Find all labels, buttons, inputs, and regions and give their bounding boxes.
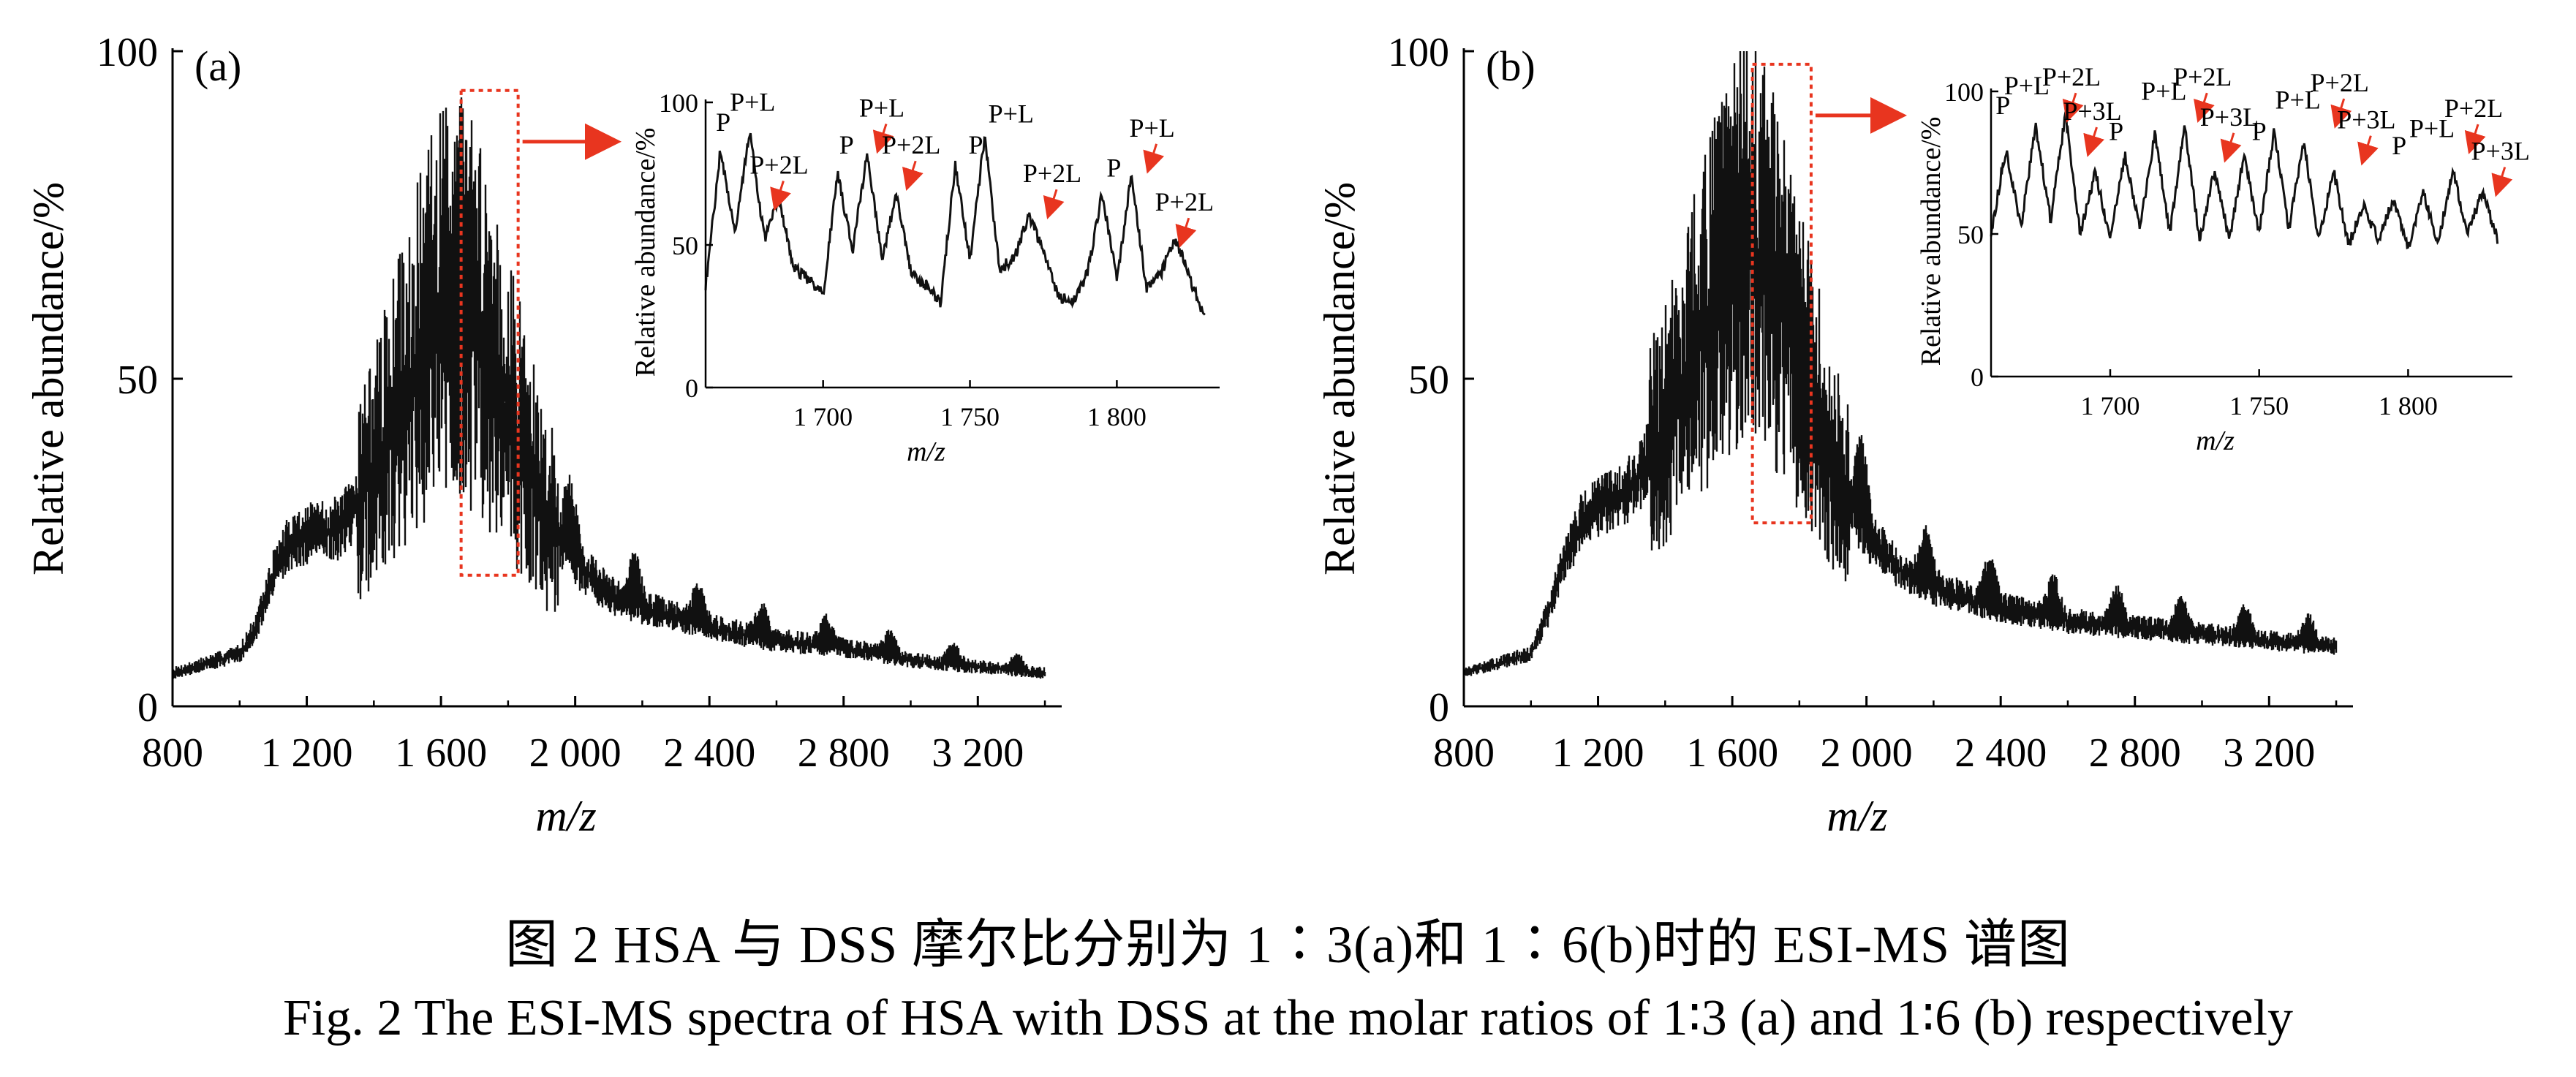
x-tick-label: 3 200 bbox=[2223, 730, 2315, 776]
peak-label: P+2L bbox=[1155, 187, 1214, 216]
y-tick-label: 0 bbox=[1429, 685, 1449, 730]
peak-label: P+L bbox=[2409, 113, 2455, 143]
peak-label: P+3L bbox=[2337, 105, 2395, 135]
panel-label: (a) bbox=[194, 42, 241, 90]
x-tick-label: 2 000 bbox=[529, 730, 622, 776]
x-tick-label: 2 800 bbox=[2089, 730, 2181, 776]
y-tick-label: 50 bbox=[1408, 358, 1449, 403]
peak-arrow bbox=[1143, 143, 1165, 174]
peak-label: P+2L bbox=[2173, 62, 2232, 91]
peak-arrow bbox=[1043, 189, 1065, 220]
peak-arrow bbox=[1175, 217, 1197, 249]
inset-b: 0 50 100 1 700 1 750 1 800 m/z Relative abundan… bbox=[1916, 62, 2530, 456]
peak-arrow bbox=[2194, 92, 2215, 124]
inset-x-tick-label: 1 700 bbox=[793, 402, 853, 431]
peak-arrow bbox=[902, 160, 923, 192]
x-tick-label: 800 bbox=[1433, 730, 1495, 776]
peak-label: P+L bbox=[2275, 85, 2320, 114]
inset-y-axis-title: Relative abundance/% bbox=[1916, 117, 1946, 366]
peak-label: P bbox=[839, 130, 854, 159]
peak-arrow bbox=[770, 181, 791, 211]
x-tick-label: 2 400 bbox=[1954, 730, 2047, 776]
inset-x-axis-title: m/z bbox=[907, 437, 945, 467]
peak-arrow bbox=[2464, 124, 2486, 154]
peak-arrow bbox=[2330, 98, 2352, 129]
peak-label: P bbox=[2109, 116, 2123, 146]
x-tick-label: 1 200 bbox=[1552, 730, 1644, 776]
peak-arrow bbox=[2062, 92, 2084, 124]
inset-y-tick-label: 50 bbox=[672, 231, 698, 260]
x-tick-label: 2 000 bbox=[1821, 730, 1913, 776]
peak-label: P+2L bbox=[2311, 68, 2369, 97]
x-tick-label: 2 400 bbox=[663, 730, 755, 776]
inset-y-tick-label: 50 bbox=[1957, 220, 1984, 249]
peak-label: P+L bbox=[730, 88, 775, 117]
inset-y-tick-label: 100 bbox=[1944, 78, 1984, 107]
peak-arrow bbox=[2491, 167, 2513, 197]
zoom-box bbox=[1750, 62, 1813, 525]
inset-y-tick-label: 0 bbox=[685, 374, 698, 403]
panel-label: (b) bbox=[1486, 42, 1536, 90]
x-tick-label: 800 bbox=[142, 730, 203, 776]
y-tick-label: 100 bbox=[1388, 30, 1449, 75]
y-axis-title: Relative abundance/% bbox=[1315, 182, 1364, 575]
peak-label: P+2L bbox=[2042, 62, 2101, 91]
spectrum-trace-b bbox=[1462, 51, 2338, 676]
peak-arrow bbox=[2220, 132, 2242, 163]
inset-y-axis-title: Relative abundance/% bbox=[630, 128, 661, 377]
peak-label: P+3L bbox=[2471, 137, 2530, 166]
inset-x-tick-label: 1 800 bbox=[2379, 391, 2438, 420]
peak-label: P+L bbox=[2004, 71, 2050, 100]
x-tick-label: 3 200 bbox=[932, 730, 1024, 776]
peak-arrow bbox=[2083, 126, 2104, 157]
peak-label: P+L bbox=[2141, 77, 2186, 106]
peak-label: P+L bbox=[1129, 113, 1174, 143]
zoom-box bbox=[459, 88, 520, 577]
inset-x-axis-title: m/z bbox=[2196, 426, 2235, 456]
x-tick-label: 1 600 bbox=[1686, 730, 1778, 776]
peak-label: P bbox=[1106, 153, 1121, 182]
inset-a: 0 50 100 1 700 1 750 1 800 m/z Relative abundan… bbox=[630, 88, 1220, 467]
x-axis-title: m/z bbox=[535, 792, 596, 840]
inset-trace bbox=[1990, 110, 2499, 250]
x-tick-label: 1 600 bbox=[395, 730, 487, 776]
peak-label: P+2L bbox=[749, 151, 808, 180]
peak-label: P bbox=[1995, 91, 2010, 120]
peak-label: P+3L bbox=[2200, 102, 2259, 132]
peak-label: P bbox=[969, 130, 983, 159]
x-tick-label: 1 200 bbox=[261, 730, 353, 776]
inset-y-tick-label: 100 bbox=[659, 88, 698, 118]
peak-label: P+L bbox=[989, 99, 1034, 128]
peak-arrow bbox=[872, 124, 894, 154]
panel-b-chart: 0 50 100 800 1 200 1 600 2 000 2 400 2 800 3 200 m… bbox=[1315, 30, 2530, 840]
y-tick-label: 100 bbox=[97, 30, 158, 75]
peak-label: P+2L bbox=[1023, 159, 1081, 188]
peak-label: P+2L bbox=[882, 130, 940, 159]
inset-x-tick-label: 1 700 bbox=[2080, 391, 2139, 420]
inset-y-tick-label: 0 bbox=[1971, 363, 1984, 392]
x-axis-title: m/z bbox=[1827, 792, 1887, 840]
inset-x-tick-label: 1 750 bbox=[2229, 391, 2289, 420]
peak-arrow bbox=[2357, 135, 2379, 166]
y-tick-label: 0 bbox=[137, 685, 158, 730]
x-tick-label: 2 800 bbox=[798, 730, 890, 776]
peak-label: P+3L bbox=[2063, 97, 2121, 126]
y-axis-title: Relative abundance/% bbox=[24, 182, 72, 575]
y-tick-label: 50 bbox=[117, 358, 158, 403]
caption-english: Fig. 2 The ESI-MS spectra of HSA with DS… bbox=[282, 990, 2294, 1046]
peak-label: P+L bbox=[859, 94, 904, 123]
peak-label: P bbox=[2392, 131, 2406, 160]
inset-x-tick-label: 1 750 bbox=[940, 402, 1000, 431]
caption-chinese: 图 2 HSA 与 DSS 摩尔比分别为 1∶3(a)和 1∶6(b)时的 ES… bbox=[505, 915, 2071, 974]
peak-label: P bbox=[2252, 116, 2267, 146]
panel-a-chart: 0 50 100 800 1 200 1 600 2 000 2 400 2 800 3 200 m… bbox=[24, 30, 1220, 840]
peak-label: P+2L bbox=[2444, 94, 2503, 123]
inset-trace bbox=[704, 132, 1206, 316]
inset-x-tick-label: 1 800 bbox=[1087, 402, 1147, 431]
peak-label: P bbox=[716, 107, 730, 137]
